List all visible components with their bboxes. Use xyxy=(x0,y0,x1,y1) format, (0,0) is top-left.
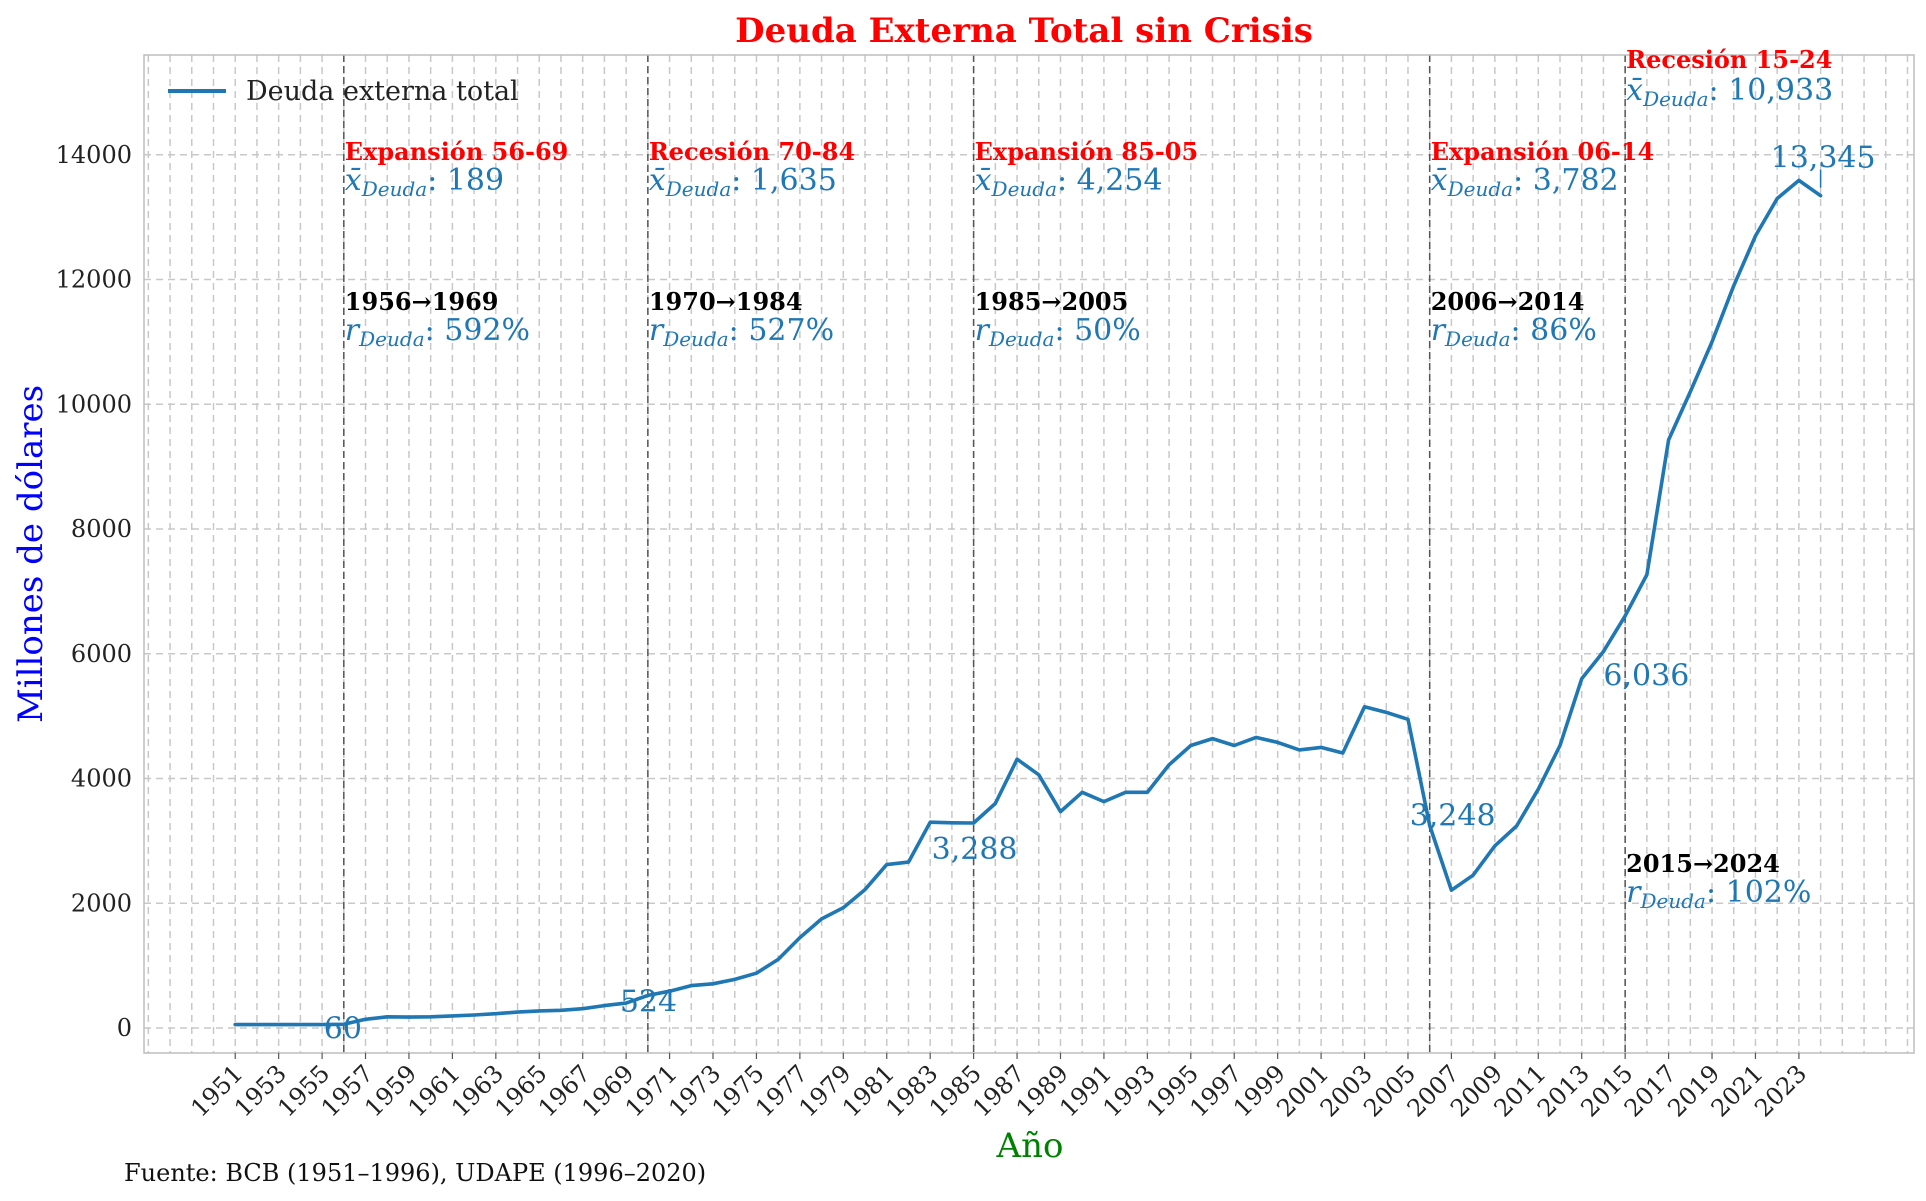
growth-subscript: Deuda xyxy=(1444,327,1510,351)
period-range: 1970→1984 xyxy=(649,287,803,316)
mean-value: : 10,933 xyxy=(1709,73,1834,108)
growth-value: : 86% xyxy=(1511,313,1597,348)
period-growth-label: rDeuda: 592% xyxy=(345,313,530,351)
point-value-label: 3,288 xyxy=(932,832,1018,867)
period-annotations: Expansión 56-69x̄Deuda: 1891956→1969rDeu… xyxy=(345,45,1833,913)
legend: Deuda externa total xyxy=(168,76,519,107)
y-axis-ticks: 0 2000 4000 6000 8000 10000 12000 14000 xyxy=(56,141,132,1042)
mean-symbol: x̄ xyxy=(975,163,992,198)
series-deuda-externa-total xyxy=(233,178,1823,1027)
period-range: 1956→1969 xyxy=(345,287,499,316)
period-mean-label: x̄Deuda: 10,933 xyxy=(1626,73,1833,111)
legend-label: Deuda externa total xyxy=(246,76,519,107)
y-tick-label: 12000 xyxy=(56,266,132,294)
mean-symbol: x̄ xyxy=(345,163,362,198)
mean-value: : 1,635 xyxy=(731,163,837,198)
period-mean-label: x̄Deuda: 189 xyxy=(345,163,504,201)
growth-subscript: Deuda xyxy=(988,327,1054,351)
series-line xyxy=(233,178,1823,1027)
period-mean-label: x̄Deuda: 3,782 xyxy=(1431,163,1619,201)
mean-subscript: Deuda xyxy=(361,177,427,201)
mean-subscript: Deuda xyxy=(991,177,1057,201)
plot-frame xyxy=(143,54,1915,1054)
period-growth-label: rDeuda: 86% xyxy=(1431,313,1597,351)
period-dividers xyxy=(343,55,1626,1053)
chart-title: Deuda Externa Total sin Crisis xyxy=(735,11,1313,51)
mean-value: : 4,254 xyxy=(1057,163,1163,198)
mean-subscript: Deuda xyxy=(665,177,731,201)
x-axis-label: Año xyxy=(996,1126,1064,1166)
y-tick-label: 0 xyxy=(117,1014,132,1042)
point-value-label: 3,248 xyxy=(1410,798,1496,833)
period-title: Recesión 15-24 xyxy=(1626,45,1832,74)
y-tick-label: 6000 xyxy=(71,640,132,668)
period-range: 2006→2014 xyxy=(1431,287,1585,316)
growth-symbol: r xyxy=(649,313,665,348)
point-value-label: 60 xyxy=(324,1011,362,1046)
period-title: Recesión 70-84 xyxy=(649,137,855,166)
growth-value: : 527% xyxy=(729,313,834,348)
period-title: Expansión 06-14 xyxy=(1431,137,1655,166)
y-tick-label: 8000 xyxy=(71,515,132,543)
growth-value: : 592% xyxy=(425,313,530,348)
point-value-label: 524 xyxy=(620,984,677,1019)
period-title: Expansión 85-05 xyxy=(975,137,1199,166)
point-labels: 60 524 3,288 3,248 6,036 13,345 xyxy=(324,141,1876,1047)
mean-subscript: Deuda xyxy=(1447,177,1513,201)
y-tick-label: 10000 xyxy=(56,390,132,418)
period-mean-label: x̄Deuda: 1,635 xyxy=(649,163,837,201)
period-growth-label: rDeuda: 50% xyxy=(975,313,1141,351)
mean-value: : 189 xyxy=(427,163,504,198)
y-tick-label: 4000 xyxy=(71,765,132,793)
growth-symbol: r xyxy=(1431,313,1447,348)
period-growth-label: rDeuda: 527% xyxy=(649,313,834,351)
growth-subscript: Deuda xyxy=(1639,889,1705,913)
mean-value: : 3,782 xyxy=(1513,163,1619,198)
mean-subscript: Deuda xyxy=(1642,87,1708,111)
period-growth-label: rDeuda: 102% xyxy=(1626,875,1811,913)
y-tick-label: 2000 xyxy=(71,889,132,917)
period-mean-label: x̄Deuda: 4,254 xyxy=(975,163,1163,201)
growth-value: : 50% xyxy=(1054,313,1140,348)
source-note: Fuente: BCB (1951–1996), UDAPE (1996–202… xyxy=(124,1159,706,1187)
period-range: 2015→2024 xyxy=(1626,849,1780,878)
y-axis-label: Millones de dólares xyxy=(11,385,51,723)
growth-symbol: r xyxy=(975,313,991,348)
point-value-label: 6,036 xyxy=(1603,659,1689,694)
growth-value: : 102% xyxy=(1706,875,1811,910)
point-value-label: 13,345 xyxy=(1771,141,1876,176)
mean-symbol: x̄ xyxy=(649,163,666,198)
grid xyxy=(144,55,1914,1053)
mean-symbol: x̄ xyxy=(1626,73,1643,108)
y-tick-label: 14000 xyxy=(56,141,132,169)
period-range: 1985→2005 xyxy=(975,287,1129,316)
mean-symbol: x̄ xyxy=(1431,163,1448,198)
growth-symbol: r xyxy=(1626,875,1642,910)
growth-symbol: r xyxy=(345,313,361,348)
growth-subscript: Deuda xyxy=(662,327,728,351)
growth-subscript: Deuda xyxy=(358,327,424,351)
period-title: Expansión 56-69 xyxy=(345,137,569,166)
